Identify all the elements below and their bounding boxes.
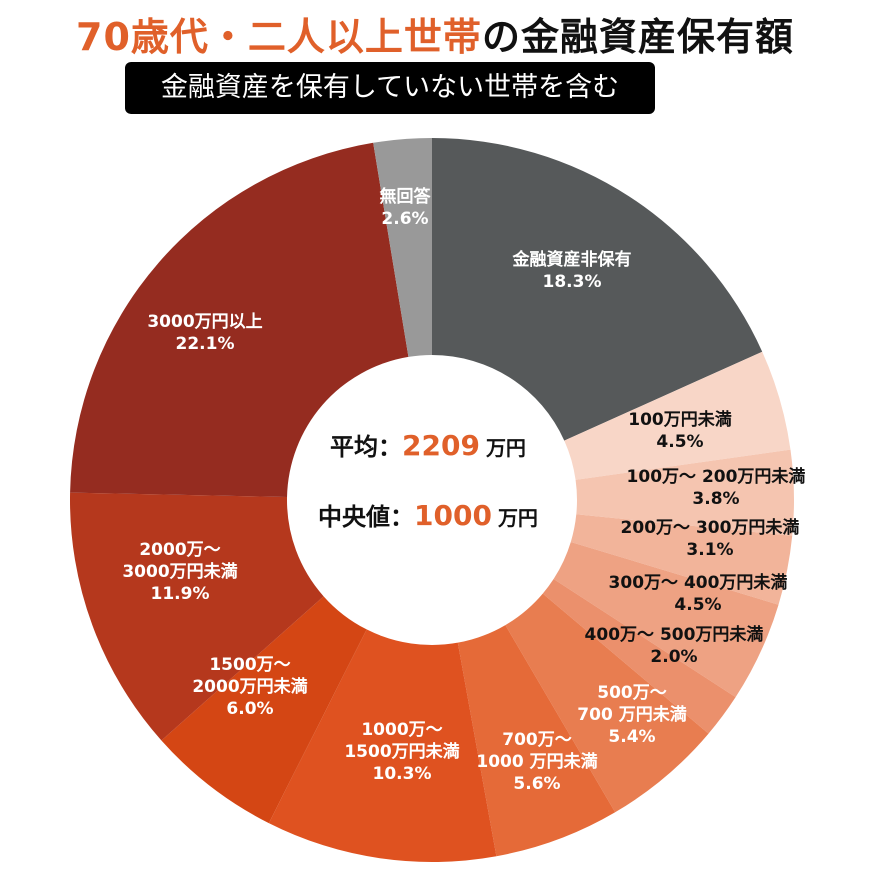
slice-percent: 3.1% (686, 540, 733, 560)
slice-label-9: 1500万～ 2000万円未満 6.0% (192, 655, 307, 719)
slice-7 (457, 625, 616, 857)
slice-percent: 2.0% (650, 647, 697, 667)
slice-percent: 11.9% (151, 584, 210, 604)
slice-5 (542, 578, 736, 734)
slice-12 (373, 138, 432, 357)
slice-label-2: 100万～ 200万円未満 3.8% (627, 466, 806, 509)
slice-category: 1500万円未満 (344, 741, 459, 762)
slice-label-11: 3000万円以上 22.1% (147, 312, 262, 354)
slice-category: 700 万円未満 (577, 704, 686, 725)
slice-label-5: 400万～ 500万円未満 2.0% (585, 624, 764, 667)
slice-label-10: 2000万～ 3000万円未満 11.9% (122, 540, 237, 604)
slice-3 (570, 514, 793, 605)
median-text: 中央値：1000 万円 (318, 499, 538, 532)
slice-2 (575, 449, 795, 536)
slice-4 (553, 541, 779, 698)
slice-label-4: 300万～ 400万円未満 4.5% (609, 572, 788, 615)
median-value: 1000 (414, 499, 492, 532)
slice-1 (564, 351, 791, 480)
slice-label-12: 無回答 2.6% (380, 186, 432, 229)
median-unit: 万円 (497, 506, 538, 530)
slice-percent: 10.3% (373, 764, 432, 784)
slice-percent: 4.5% (656, 432, 703, 452)
slice-category: 3000万円未満 (122, 561, 237, 582)
slice-11 (70, 142, 409, 498)
slice-0 (432, 138, 763, 441)
slice-10 (70, 492, 324, 741)
slice-percent: 5.6% (513, 774, 560, 794)
slice-label-8: 1000万～ 1500万円未満 10.3% (344, 720, 459, 784)
title-accent: 70歳代・二人以上世帯 (76, 15, 482, 59)
slice-8 (268, 629, 497, 862)
slice-category: 2000万～ (139, 540, 220, 560)
slice-label-7: 700万～ 1000 万円未満 5.6% (476, 730, 597, 794)
slice-label-3: 200万～ 300万円未満 3.1% (621, 517, 800, 560)
subtitle-badge: 金融資産を保有していない世帯を含む (125, 62, 655, 114)
slice-percent: 18.3% (543, 272, 602, 292)
slice-category: 700万～ (502, 730, 572, 750)
slice-category: 400万～ 500万円未満 (585, 624, 764, 645)
slice-category: 3000万円以上 (147, 312, 262, 332)
slice-category: 100万円未満 (628, 409, 732, 430)
slice-label-1: 100万円未満 4.5% (628, 409, 732, 452)
slice-percent: 3.8% (692, 489, 739, 509)
slice-category: 500万～ (597, 683, 667, 703)
slice-percent: 2.6% (381, 209, 428, 229)
slice-percent: 5.4% (608, 727, 655, 747)
slice-category: 金融資産非保有 (512, 249, 632, 270)
slice-category: 1000 万円未満 (476, 751, 597, 772)
slice-category: 200万～ 300万円未満 (621, 517, 800, 538)
slice-category: 2000万円未満 (192, 676, 307, 697)
slice-6 (505, 593, 709, 813)
slice-9 (161, 596, 367, 824)
slice-category: 300万～ 400万円未満 (609, 572, 788, 593)
chart-title: 70歳代・二人以上世帯の金融資産保有額 (0, 6, 870, 61)
slice-category: 1500万～ (209, 655, 290, 675)
median-label: 中央値： (318, 503, 414, 531)
slice-label-0: 金融資産非保有 18.3% (512, 249, 632, 292)
mean-value: 2209 (402, 429, 480, 462)
slice-category: 100万～ 200万円未満 (627, 466, 806, 487)
slice-label-6: 500万～ 700 万円未満 5.4% (577, 683, 686, 747)
mean-text: 平均：2209 万円 (330, 429, 526, 462)
slice-category: 1000万～ (361, 720, 442, 740)
mean-unit: 万円 (485, 436, 526, 460)
mean-label: 平均： (330, 433, 402, 461)
title-rest: の金融資産保有額 (481, 15, 794, 59)
slice-percent: 4.5% (674, 595, 721, 615)
slice-percent: 6.0% (226, 699, 273, 719)
slice-category: 無回答 (380, 186, 432, 207)
slice-percent: 22.1% (176, 334, 235, 354)
